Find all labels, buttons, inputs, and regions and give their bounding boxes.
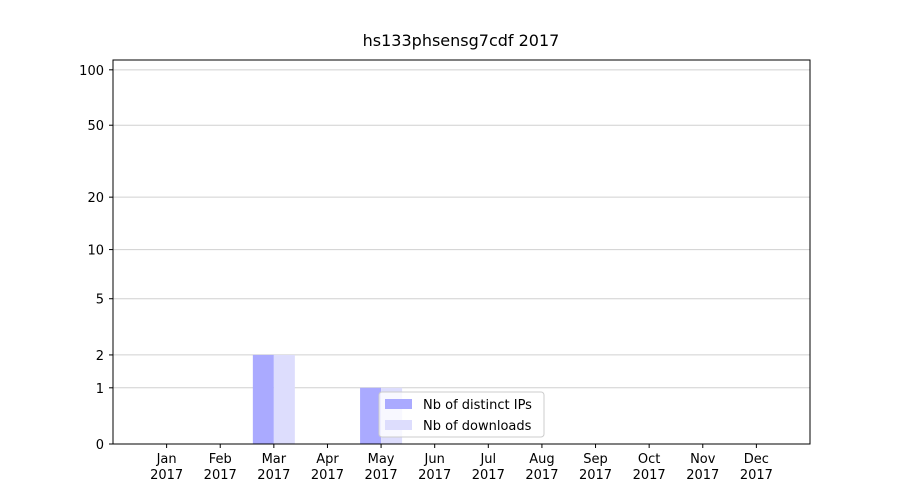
x-tick-label: Sep 2017 (578, 452, 613, 483)
plot-frame (112, 59, 811, 445)
x-tick-label: Apr 2017 (310, 452, 344, 483)
x-tick-label: Aug 2017 (525, 452, 559, 483)
x-tick-label: May 2017 (364, 452, 398, 483)
x-tick-label: Jun 2017 (418, 452, 452, 483)
legend-label: Nb of downloads (423, 419, 532, 434)
y-tick-label: 0 (96, 438, 104, 453)
bar (360, 387, 382, 444)
x-tick-label: Mar 2017 (257, 452, 291, 483)
x-tick-label: Jul 2017 (471, 452, 505, 483)
legend-label: Nb of distinct IPs (423, 398, 532, 413)
x-tick-label: Feb 2017 (203, 452, 237, 483)
y-tick-label: 100 (79, 64, 104, 79)
legend-box (378, 391, 545, 438)
x-tick-label: Dec 2017 (739, 452, 773, 483)
y-tick-label: 2 (96, 349, 104, 364)
y-tick-label: 5 (96, 293, 104, 308)
bar (252, 354, 274, 444)
x-tick-label: Oct 2017 (632, 452, 666, 483)
legend-swatch (385, 399, 412, 409)
x-tick-label: Nov 2017 (686, 452, 720, 483)
legend: Nb of distinct IPs Nb of downloads (378, 391, 545, 438)
y-tick-label: 10 (87, 244, 104, 259)
y-tick-label: 50 (87, 119, 104, 134)
chart-title: hs133phsensg7cdf 2017 (363, 31, 560, 50)
y-tick-label: 20 (87, 191, 104, 206)
legend-swatch (385, 420, 412, 430)
bar (273, 354, 295, 444)
y-tick-label: 1 (96, 382, 104, 397)
x-tick-label: Jan 2017 (150, 452, 184, 483)
